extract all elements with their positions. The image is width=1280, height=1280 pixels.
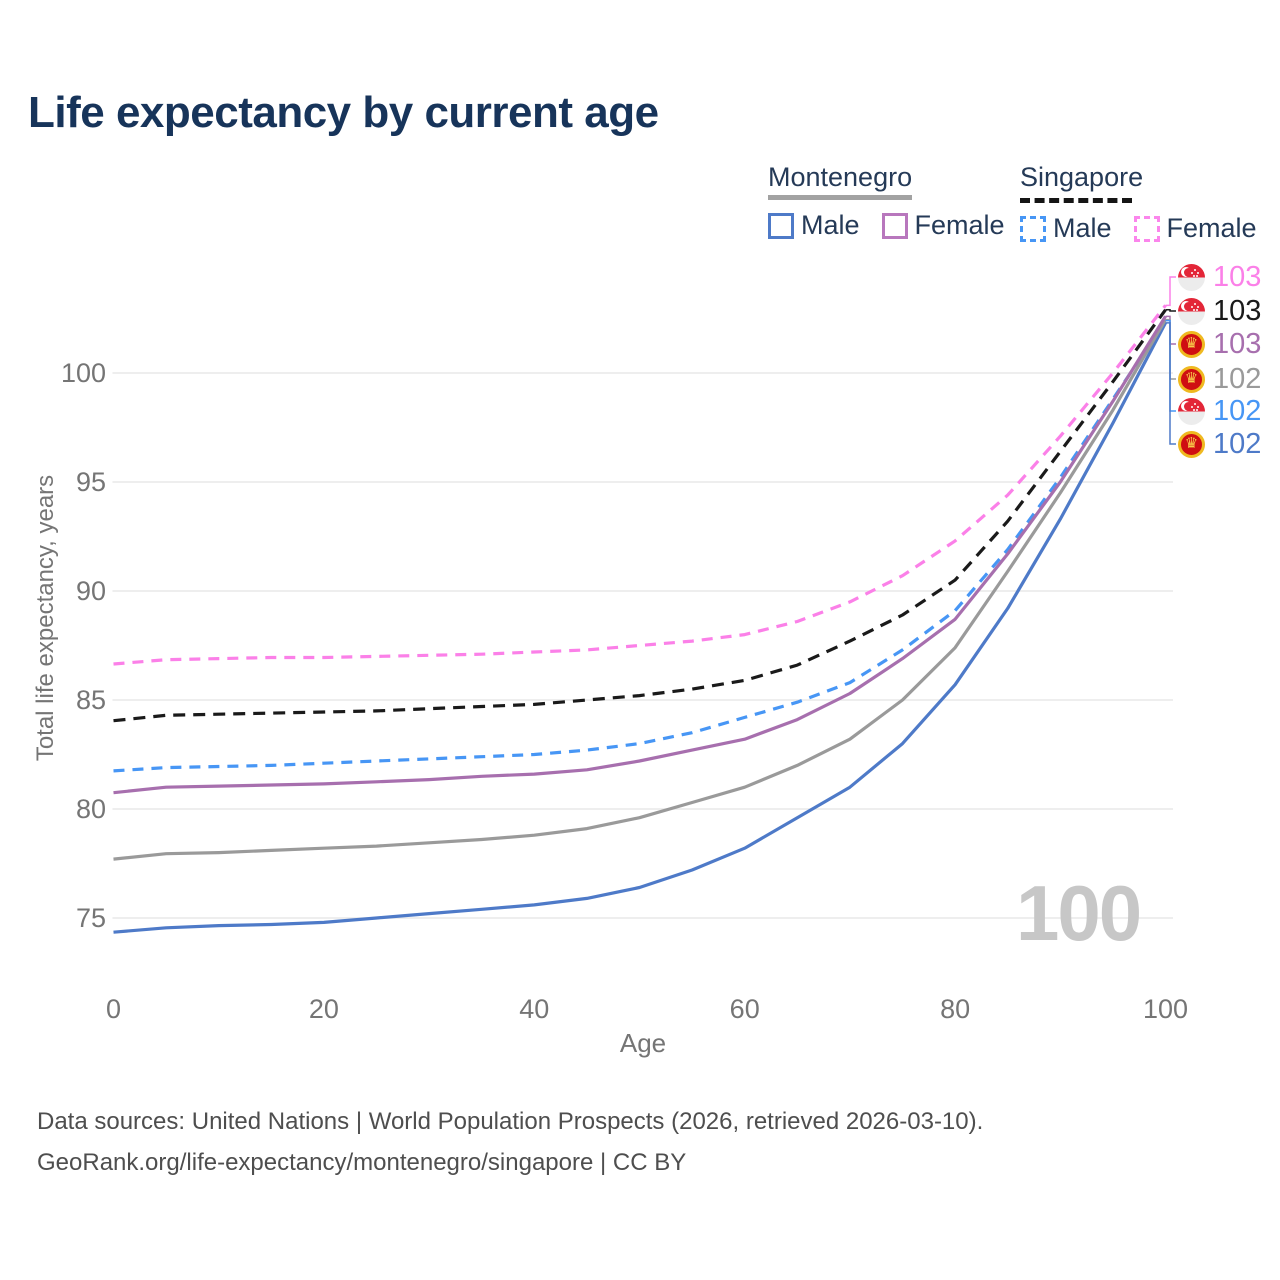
legend-swatch-montenegro-male[interactable] (768, 212, 794, 239)
legend-title-singapore[interactable]: Singapore (1020, 162, 1144, 192)
line-sg-both (113, 308, 1167, 723)
end-label-me-female: 103 (1178, 328, 1261, 360)
y-tick-95: 95 (76, 467, 106, 497)
end-label-sg-both: 103 (1178, 295, 1261, 327)
y-tick-90: 90 (76, 576, 106, 606)
legend-label-singapore-male[interactable]: Male (1053, 213, 1112, 243)
end-value-me-both: 102 (1213, 363, 1262, 395)
montenegro-solid-line-sample (768, 195, 912, 200)
legend-swatch-montenegro-female[interactable] (881, 212, 908, 239)
end-value-me-female: 103 (1213, 328, 1262, 360)
legend-label-montenegro-male[interactable]: Male (801, 210, 860, 240)
end-value-me-male: 102 (1213, 428, 1262, 460)
end-label-me-male: 102 (1178, 428, 1261, 460)
x-axis-title: Age (619, 1028, 667, 1058)
x-tick-20: 20 (309, 994, 339, 1024)
legend-label-montenegro-female[interactable]: Female (914, 210, 1005, 240)
footer-data-sources: Data sources: United Nations | World Pop… (37, 1108, 984, 1135)
end-value-sg-both: 103 (1213, 295, 1262, 327)
y-tick-100: 100 (61, 358, 106, 388)
line-sg-male (113, 319, 1167, 773)
y-tick-80: 80 (76, 794, 106, 824)
x-tick-60: 60 (730, 994, 760, 1024)
end-label-sg-male: 102 (1178, 395, 1261, 427)
y-tick-85: 85 (76, 685, 106, 715)
x-tick-80: 80 (940, 994, 970, 1024)
line-me-both (113, 318, 1167, 861)
line-sg-female (113, 304, 1167, 666)
end-value-sg-male: 102 (1213, 395, 1262, 427)
legend-group-singapore: Singapore Male Female (1020, 162, 1279, 244)
montenegro-flag-icon (1178, 430, 1205, 458)
y-tick-75: 75 (76, 903, 106, 933)
x-tick-0: 0 (106, 994, 121, 1024)
singapore-flag-icon (1178, 397, 1205, 425)
chart-title: Life expectancy by current age (28, 88, 659, 137)
end-connector-sg-female (1165, 276, 1176, 307)
end-label-me-both: 102 (1178, 363, 1261, 395)
singapore-flag-icon (1178, 263, 1205, 291)
line-me-female (113, 315, 1167, 795)
legend-title-montenegro[interactable]: Montenegro (768, 162, 913, 192)
end-label-sg-female: 103 (1178, 261, 1261, 293)
legend-swatch-singapore-female[interactable] (1133, 215, 1160, 242)
line-me-male (113, 322, 1167, 934)
x-tick-40: 40 (519, 994, 549, 1024)
end-value-sg-female: 103 (1213, 261, 1262, 293)
end-connector-sg-both (1165, 309, 1176, 312)
montenegro-flag-icon (1178, 330, 1205, 358)
singapore-flag-icon (1178, 297, 1205, 325)
singapore-dashed-line-sample (1020, 198, 1132, 203)
x-tick-100: 100 (1143, 994, 1188, 1024)
end-connector-me-male (1165, 322, 1176, 445)
age-watermark: 100 (1016, 869, 1142, 957)
footer-attribution-link: GeoRank.org/life-expectancy/montenegro/s… (37, 1149, 687, 1176)
legend-group-montenegro: Montenegro Male Female (768, 162, 1027, 241)
legend-label-singapore-female[interactable]: Female (1166, 213, 1257, 243)
legend-swatch-singapore-male[interactable] (1020, 215, 1046, 242)
montenegro-flag-icon (1178, 365, 1205, 393)
